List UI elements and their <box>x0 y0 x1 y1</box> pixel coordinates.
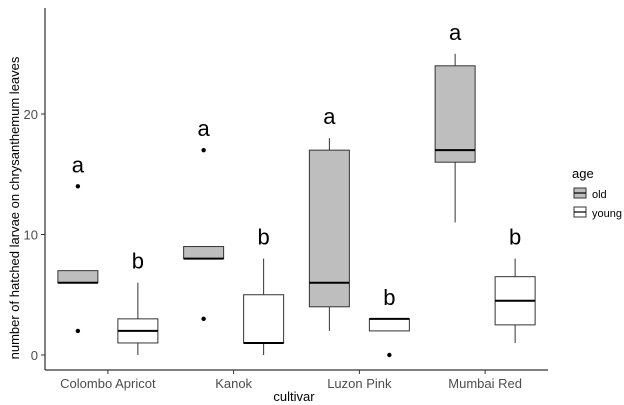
box-young-2: b <box>368 285 410 358</box>
significance-letter: b <box>258 225 270 250</box>
box-old-0: a <box>57 152 99 334</box>
y-tick-label: 0 <box>31 348 38 363</box>
box-body <box>243 294 285 344</box>
outlier-point <box>201 147 206 153</box>
x-tick-label: Luzon Pink <box>327 376 392 391</box>
significance-letter: b <box>509 225 521 250</box>
outlier-point <box>201 316 206 322</box>
x-axis-label: cultivar <box>273 389 315 404</box>
box-body <box>434 65 476 163</box>
plot-area: a a a a b b b b <box>57 20 536 358</box>
x-axis: Colombo Apricot Kanok Luzon Pink Mumbai Red <box>45 369 548 391</box>
box-young-0: b <box>117 249 159 355</box>
legend-title: age <box>572 166 594 181</box>
significance-letter: a <box>198 116 211 141</box>
significance-letter: b <box>383 285 395 310</box>
legend-label-young: young <box>592 208 622 220</box>
box-body <box>183 246 225 260</box>
significance-letter: a <box>449 20 462 45</box>
x-tick-label: Mumbai Red <box>448 376 522 391</box>
significance-letter: a <box>323 104 336 129</box>
box-body <box>308 149 350 308</box>
y-axis-label: number of hatched larvae on chrysanthemu… <box>7 56 22 359</box>
box-young-3: b <box>494 225 536 343</box>
box-old-1: a <box>183 116 225 322</box>
outlier-point <box>387 352 392 358</box>
y-axis: 0 10 20 <box>24 8 46 370</box>
y-tick-label: 20 <box>24 107 38 122</box>
significance-letter: b <box>132 249 144 274</box>
box-young-1: b <box>243 225 285 355</box>
box-body <box>57 270 99 284</box>
outlier-point <box>75 328 81 334</box>
box-body <box>368 318 410 332</box>
box-old-3: a <box>434 20 476 223</box>
outlier-point <box>75 184 81 189</box>
x-tick-label: Kanok <box>215 376 252 391</box>
x-tick-label: Colombo Apricot <box>60 376 156 391</box>
significance-letter: a <box>72 152 85 177</box>
legend: age old young <box>572 166 622 220</box>
legend-label-old: old <box>592 189 607 201</box>
box-old-2: a <box>308 104 350 331</box>
y-tick-label: 10 <box>24 228 38 243</box>
